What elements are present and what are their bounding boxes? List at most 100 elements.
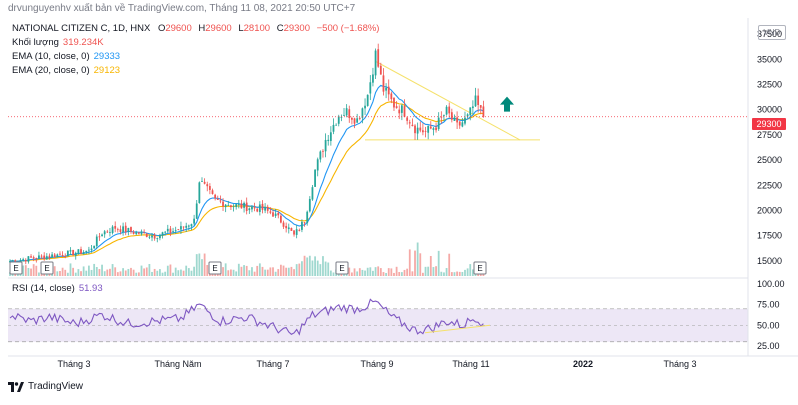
volume-bar [319, 264, 322, 276]
candle-body [398, 109, 401, 114]
candle-body [324, 139, 327, 152]
volume-bar [198, 253, 201, 276]
volume-bar [261, 266, 264, 276]
volume-bar [59, 270, 61, 276]
volume-bar [403, 269, 406, 276]
earnings-marker-label: E [212, 264, 217, 273]
volume-bar [256, 265, 259, 276]
candle-body [466, 114, 469, 117]
volume-bar [424, 266, 427, 276]
candle-body [393, 97, 395, 108]
candle-body [385, 87, 387, 91]
candle-body [66, 250, 69, 257]
candle-body [211, 190, 214, 194]
volume-bar [56, 271, 59, 276]
candle-body [222, 201, 224, 207]
candle-body [19, 259, 22, 263]
volume-bar [201, 259, 203, 276]
candle-body [264, 207, 267, 211]
volume-legend[interactable]: Khối lượng 319.234K [12, 37, 104, 48]
candle-body [135, 231, 138, 235]
ohlc-close: C29300 [276, 23, 310, 34]
candle-body [290, 228, 293, 231]
candle-body [303, 222, 306, 224]
candle-body [161, 232, 164, 236]
descending-trendline [375, 60, 521, 141]
volume-bar [69, 263, 72, 276]
volume-bar [414, 250, 416, 276]
candle-body [30, 256, 32, 258]
volume-bar [303, 255, 306, 276]
candle-body [337, 116, 340, 124]
volume-bar [427, 266, 430, 276]
volume-bar [464, 269, 466, 276]
candle-body [143, 232, 146, 234]
rsi-legend[interactable]: RSI (14, close) 51.93 [12, 283, 103, 294]
candle-body [298, 229, 301, 231]
candle-body [185, 225, 188, 228]
volume-bar [245, 265, 248, 276]
volume-bar [232, 269, 235, 276]
candle-body [327, 139, 330, 142]
time-tick-label: Tháng 3 [57, 359, 90, 369]
rsi-tick-label: 75.00 [757, 300, 780, 310]
candle-body [74, 252, 77, 256]
candle-body [358, 117, 361, 119]
volume-bar [298, 263, 301, 276]
price-tick-label: 30000 [757, 105, 782, 115]
volume-bar [466, 268, 469, 276]
tradingview-logo[interactable]: TradingView [8, 381, 83, 392]
volume-bar [435, 266, 437, 276]
candle-body [203, 181, 206, 184]
candle-body [9, 260, 11, 263]
volume-bar [282, 265, 285, 276]
ema20-legend[interactable]: EMA (20, close, 0) 29123 [12, 65, 121, 76]
candle-body [169, 228, 172, 233]
candle-body [272, 212, 274, 217]
candle-body [124, 225, 127, 233]
price-tick-label: 15000 [757, 256, 782, 266]
volume-bar [93, 263, 96, 276]
candle-body [432, 128, 435, 130]
candle-body [382, 75, 385, 92]
candle-body [258, 204, 261, 212]
volume-bar [385, 272, 387, 276]
candle-body [419, 127, 422, 131]
candle-body [122, 226, 124, 233]
candle-body [319, 151, 322, 160]
candle-body [116, 229, 119, 231]
candle-body [453, 117, 456, 121]
candle-body [379, 65, 382, 75]
candle-body [56, 254, 59, 258]
candle-body [308, 198, 311, 212]
candle-body [322, 150, 324, 152]
price-tick-label: 37500 [757, 29, 782, 39]
candle-body [443, 115, 445, 117]
candle-body [98, 236, 101, 238]
symbol-legend[interactable]: NATIONAL CITIZEN C, 1D, HNX O29600 H2960… [12, 23, 379, 34]
price-tick-label: 25000 [757, 155, 782, 165]
candle-body [69, 250, 72, 252]
candle-body [353, 118, 356, 124]
rsi-trendline [424, 324, 491, 334]
candle-body [48, 255, 51, 258]
candle-body [32, 257, 35, 259]
volume-bar [137, 272, 140, 276]
candle-body [422, 130, 424, 133]
candle-body [237, 204, 240, 205]
volume-bar [327, 262, 330, 276]
candle-body [166, 228, 169, 232]
volume-bar [30, 268, 32, 276]
ema10-legend[interactable]: EMA (10, close, 0) 29333 [12, 51, 121, 62]
candle-body [356, 118, 359, 123]
candle-body [301, 221, 303, 230]
tradingview-logo-icon [8, 381, 24, 392]
candle-body [206, 184, 209, 187]
currency-badge[interactable]: VND [758, 25, 786, 40]
candle-body [266, 206, 269, 211]
candle-body [227, 205, 230, 206]
volume-bar [411, 271, 414, 276]
volume-bar [164, 271, 167, 276]
